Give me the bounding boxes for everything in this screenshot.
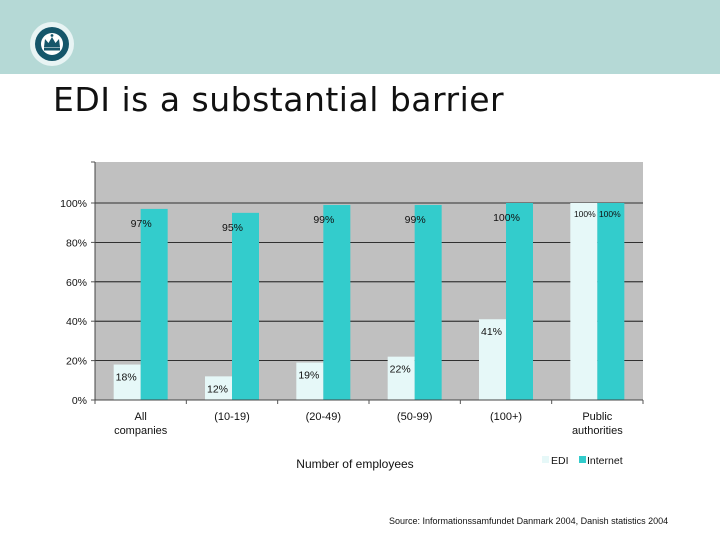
x-axis-title: Number of employees [296,457,413,471]
x-tick-label: Public authorities [572,411,623,437]
legend: EDI Internet [542,455,623,467]
x-tick-label: (10-19) [214,411,249,423]
bars [113,203,625,400]
data-label-edi: 18% [116,372,137,384]
data-labels: 18%97%12%95%19%99%22%99%41%100% 100% 100% [116,209,621,395]
bar-internet [597,203,625,400]
legend-swatch-internet [579,456,586,463]
y-tick-label: 80% [66,237,87,249]
bar-internet [323,204,351,400]
y-tick-label: 20% [66,356,87,368]
x-tick-label: (100+) [490,411,522,423]
data-label-internet: 100% [599,209,621,219]
legend-label-edi: EDI [551,455,569,467]
gridlines [95,202,643,362]
bar-edi [479,319,506,400]
data-label-internet: 95% [222,222,243,234]
bar-edi [570,203,598,400]
bar-edi [113,364,141,400]
legend-swatch-edi [542,456,549,463]
x-tick-label: (20-49) [306,411,341,423]
crown-logo-icon [30,22,74,66]
bar-edi [296,362,324,400]
data-label-edi: 22% [390,364,411,376]
y-tick-label: 100% [60,198,87,210]
header-band [0,0,720,74]
plot-area [95,162,643,400]
y-tick-label: 60% [66,277,87,289]
bar-edi [205,376,232,400]
bar-internet [232,212,259,400]
data-label-internet: 99% [405,214,426,226]
bar-internet [414,204,442,400]
source-note: Source: Informationssamfundet Danmark 20… [389,516,669,526]
y-tick-label: 40% [66,316,87,328]
bar-edi [387,356,415,400]
data-label-edi: 19% [298,370,319,382]
data-label-edi: 41% [481,326,502,338]
data-label-edi: 12% [207,383,228,395]
y-tick-label: 0% [72,395,87,407]
axes: 0% 20% 40% 60% 80% 100% All companies (10-19) (20… [60,161,644,437]
slide-title: EDI is a substantial barrier [53,80,505,119]
bar-internet [506,203,533,400]
x-tick-label: (50-99) [397,411,432,423]
legend-label-internet: Internet [587,455,623,467]
data-label-internet: 100% [493,212,520,224]
data-label-internet: 99% [313,214,334,226]
x-tick-label: All companies [114,411,168,437]
data-label-edi: 100% [574,209,596,219]
data-label-internet: 97% [131,218,152,230]
bar-internet [140,208,168,400]
